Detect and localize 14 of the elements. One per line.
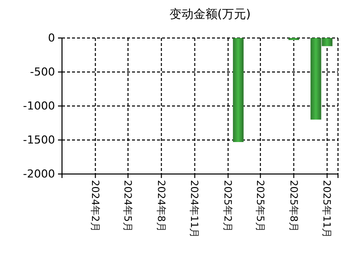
y-tick-label: -2000	[23, 168, 55, 181]
x-tick-label: 2025年11月	[320, 180, 333, 238]
x-tick-label: 2025年5月	[254, 180, 266, 232]
x-tick-label: 2025年8月	[287, 180, 300, 232]
x-tick-label: 2024年2月	[88, 180, 101, 232]
x-tick-label: 2024年8月	[154, 180, 167, 232]
y-tick-label: -1500	[23, 134, 55, 147]
y-tick-label: 0	[48, 32, 55, 45]
chart-title: 变动金额(万元)	[169, 7, 251, 21]
x-tick-label: 2024年5月	[122, 180, 134, 232]
x-tick-label: 2025年2月	[222, 180, 234, 232]
y-tick-label: -1000	[23, 100, 55, 113]
y-tick-label: -500	[30, 66, 55, 79]
x-tick-label: 2024年11月	[188, 180, 200, 238]
